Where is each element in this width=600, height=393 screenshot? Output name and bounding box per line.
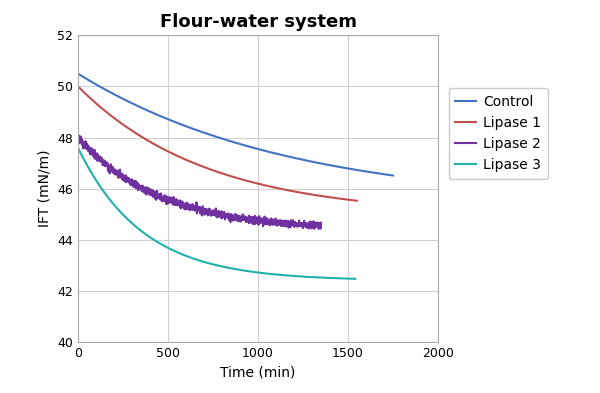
Lipase 1 [250, 180, 257, 185]
Lipase 1 [276, 186, 283, 191]
Lipase 3 [352, 276, 359, 281]
Control [389, 173, 397, 178]
Line: Lipase 3: Lipase 3 [78, 148, 355, 279]
Lipase 2 [103, 163, 110, 168]
Lipase 1 [277, 186, 284, 191]
Lipase 2 [178, 206, 185, 211]
Line: Lipase 2: Lipase 2 [78, 136, 321, 229]
Control [74, 71, 82, 76]
Lipase 2 [187, 203, 194, 208]
Y-axis label: IFT (mN/m): IFT (mN/m) [38, 150, 52, 228]
Lipase 3 [165, 246, 172, 250]
Lipase 2 [74, 137, 82, 142]
Lipase 1 [166, 149, 173, 154]
Control [177, 122, 184, 127]
Lipase 2 [94, 155, 101, 160]
Lipase 1 [74, 84, 82, 89]
X-axis label: Time (min): Time (min) [220, 365, 296, 379]
Lipase 1 [353, 198, 361, 203]
Control [272, 151, 280, 156]
Lipase 3 [276, 272, 283, 277]
Lipase 3 [249, 270, 256, 274]
Lipase 3 [184, 254, 191, 259]
Lipase 1 [185, 158, 192, 163]
Lipase 2 [317, 220, 325, 225]
Control [302, 158, 309, 163]
Control [112, 93, 119, 97]
Control [304, 158, 311, 163]
Lipase 2 [213, 211, 220, 216]
Lipase 2 [182, 200, 190, 205]
Lipase 3 [74, 145, 82, 150]
Lipase 2 [75, 133, 82, 138]
Lipase 2 [315, 226, 322, 231]
Line: Lipase 1: Lipase 1 [78, 86, 357, 201]
Legend: Control, Lipase 1, Lipase 2, Lipase 3: Control, Lipase 1, Lipase 2, Lipase 3 [449, 88, 548, 179]
Line: Control: Control [78, 73, 393, 176]
Lipase 1 [108, 114, 115, 118]
Title: Flour-water system: Flour-water system [160, 13, 356, 31]
Lipase 3 [274, 272, 281, 277]
Control [199, 130, 206, 135]
Lipase 3 [108, 199, 115, 204]
